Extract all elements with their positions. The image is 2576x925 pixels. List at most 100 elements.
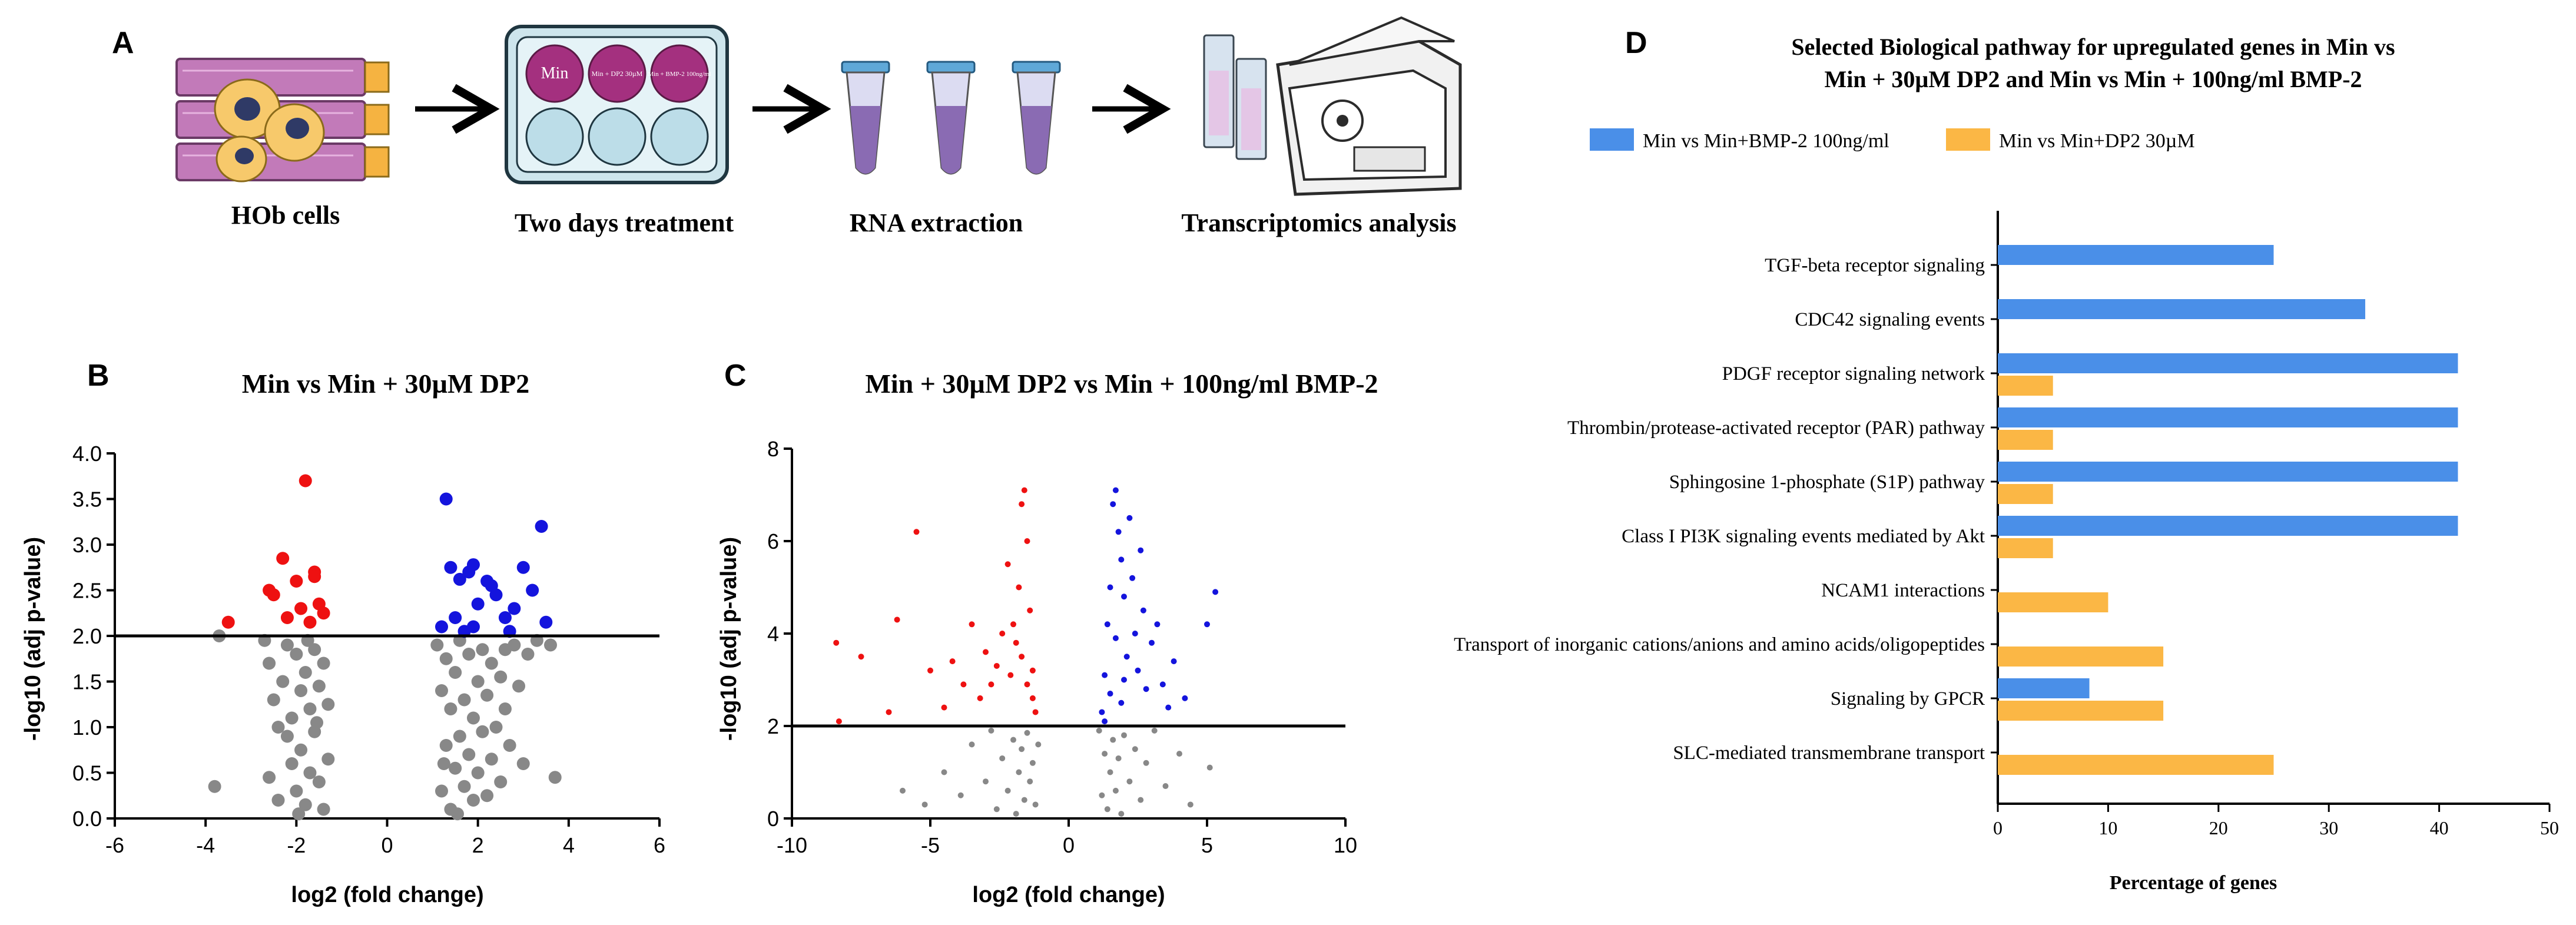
step-label-transcriptomics: Transcriptomics analysis [1181, 208, 1456, 237]
point-ns [290, 784, 303, 798]
point-up [1102, 718, 1108, 725]
point-down [1004, 561, 1011, 568]
point-up [1143, 686, 1149, 692]
point-ns [444, 702, 457, 715]
x-tick-label: -4 [196, 833, 215, 857]
y-tick-label: 1.5 [72, 670, 102, 694]
point-down [894, 616, 900, 623]
point-ns [1110, 737, 1116, 743]
point-ns [498, 702, 512, 715]
chart-b-title: Min vs Min + 30µM DP2 [242, 369, 529, 399]
point-down [1024, 681, 1030, 688]
point-ns [1013, 811, 1019, 817]
point-ns [267, 693, 280, 707]
y-tick-label: 6 [767, 529, 779, 553]
panel-c-letter: C [724, 359, 747, 393]
point-down [988, 681, 994, 688]
bar-dp2 [1998, 484, 2053, 504]
point-ns [1132, 746, 1138, 752]
point-down [276, 552, 290, 565]
point-ns [294, 743, 308, 757]
point-ns [988, 727, 994, 734]
point-up [508, 602, 521, 615]
point-up [1132, 631, 1138, 636]
bar-bmp2 [1998, 462, 2458, 482]
bar-bmp2 [1998, 245, 2274, 265]
point-ns [453, 730, 466, 743]
x-tick-label: 40 [2430, 817, 2449, 838]
point-ns [1021, 797, 1027, 803]
category-label: PDGF receptor signaling network [1722, 363, 1985, 384]
point-ns [466, 794, 480, 807]
point-up [471, 597, 485, 611]
point-ns [321, 752, 335, 766]
point-ns [516, 757, 530, 770]
point-up [535, 520, 548, 533]
well-label-min: Min [541, 64, 569, 82]
x-tick-label: 30 [2319, 817, 2338, 838]
point-ns [462, 648, 476, 661]
bar-dp2 [1998, 430, 2053, 450]
point-down [927, 667, 933, 674]
x-tick-label: 5 [1201, 833, 1213, 857]
point-down [299, 474, 312, 488]
point-ns [280, 638, 294, 652]
point-ns [290, 648, 303, 661]
point-ns [1118, 811, 1125, 817]
point-ns [480, 789, 494, 803]
point-ns [993, 806, 1000, 813]
y-tick-label: 8 [767, 437, 779, 461]
point-ns [494, 670, 508, 684]
chart-d-xlabel: Percentage of genes [2110, 872, 2277, 894]
point-down [833, 639, 840, 646]
category-label: Class I PI3K signaling events mediated b… [1622, 526, 1985, 547]
chart-b: -6 -4 -2 0 2 4 6 0.0 0.5 1.0 1.5 2.0 2.5 3.0 3.5 4.0 [72, 442, 665, 857]
chart-b-ylabel: -log10 (adj p-value) [21, 537, 45, 741]
point-up [1149, 639, 1155, 646]
point-ns [299, 666, 312, 679]
point-ns [1151, 727, 1158, 734]
y-tick-label: 1.0 [72, 715, 102, 740]
point-ns [1004, 787, 1011, 794]
point-down [1021, 487, 1027, 493]
well-bmp2 [650, 44, 709, 103]
bar-dp2 [1998, 376, 2053, 396]
point-up [1138, 547, 1144, 553]
well-dp2 [588, 44, 647, 103]
point-ns [457, 780, 471, 793]
point-ns [1143, 760, 1149, 766]
panel-a-letter: A [112, 26, 134, 60]
point-ns [1104, 806, 1110, 813]
step-label-hob-cells: HOb cells [231, 201, 340, 230]
point-down [993, 662, 1000, 669]
point-down [308, 570, 321, 583]
x-tick-label: -5 [921, 833, 940, 857]
point-ns [1010, 737, 1016, 743]
point-ns [471, 766, 485, 780]
panel-b-letter: B [87, 359, 110, 393]
point-ns [471, 675, 485, 688]
sequencer-icon [1203, 16, 1462, 196]
point-ns [1027, 778, 1033, 785]
point-ns [285, 711, 299, 725]
chart-b-xlabel: log2 (fold change) [291, 883, 483, 907]
point-up [1112, 487, 1119, 493]
chart-d-legend: Min vs Min+BMP-2 100ng/ml Min vs Min+DP2… [1590, 128, 2195, 152]
point-ns [321, 698, 335, 711]
point-ns [1112, 787, 1119, 794]
point-down [1019, 654, 1025, 660]
point-up [1115, 529, 1122, 535]
point-down [913, 529, 920, 535]
point-down [1010, 621, 1016, 628]
point-ns [430, 638, 444, 652]
point-up [498, 611, 512, 624]
point-ns [1096, 727, 1102, 734]
bar-bmp2 [1998, 299, 2366, 319]
point-down [1024, 538, 1030, 544]
point-down [836, 718, 842, 725]
point-ns [1019, 746, 1025, 752]
point-up [1110, 501, 1116, 508]
category-label: Signaling by GPCR [1831, 688, 1985, 710]
point-down [1032, 709, 1039, 715]
point-ns [312, 775, 326, 788]
